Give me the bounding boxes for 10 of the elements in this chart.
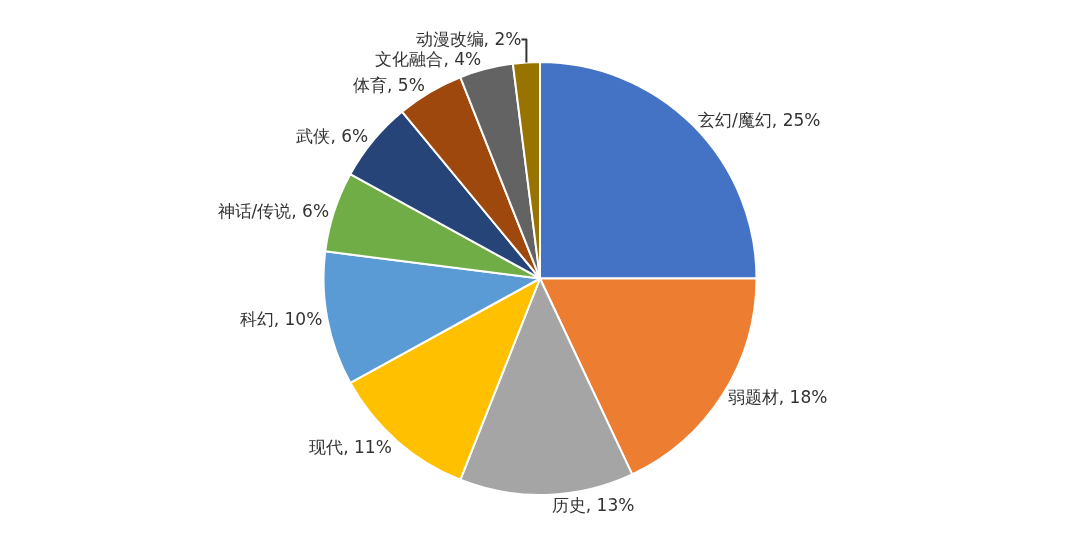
slice-label: 神话/传说, 6% — [217, 200, 330, 221]
slice-label: 体育, 5% — [353, 74, 425, 95]
slice-label: 现代, 11% — [309, 436, 392, 457]
slice-label: 科幻, 10% — [239, 309, 323, 330]
slice-label: 玄幻/魔幻, 25% — [698, 110, 821, 131]
slice-label: 武侠, 6% — [296, 126, 369, 147]
slice-label: 动漫改编, 2% — [415, 29, 522, 50]
slice-label: 文化融合, 4% — [375, 49, 482, 70]
slice-label: 弱题材, 18% — [727, 387, 828, 408]
slice-label: 历史, 13% — [551, 494, 635, 515]
